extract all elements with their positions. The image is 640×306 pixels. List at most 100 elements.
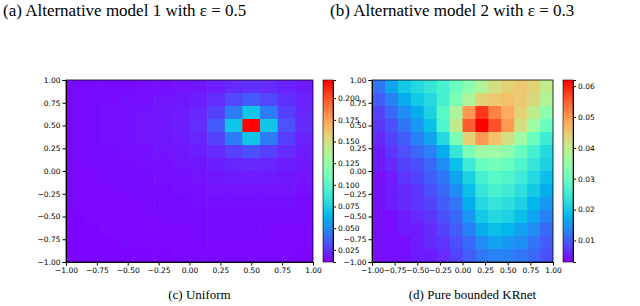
heatmap-cell	[437, 184, 451, 198]
heatmap-cell	[527, 106, 541, 120]
tick: −0.25	[148, 262, 171, 275]
tick-label: −0.75	[384, 266, 407, 275]
heatmap-cell	[540, 106, 553, 120]
tick-label: −0.25	[344, 190, 367, 199]
x-axis: −1.00−0.75−0.50−0.250.000.250.500.751.00	[361, 262, 562, 275]
heatmap-cell	[101, 210, 119, 224]
heatmap-cell	[475, 184, 489, 198]
heatmap-cell	[450, 145, 464, 159]
heatmap-cell	[66, 132, 84, 146]
heatmap-cell	[207, 223, 225, 237]
heatmap-cell	[225, 171, 243, 185]
heatmap-cell	[278, 132, 296, 146]
tick: 0.02	[573, 205, 595, 214]
tick: −0.50	[344, 212, 372, 221]
heatmap-cell	[398, 145, 412, 159]
tick-mark	[573, 86, 576, 87]
tick-mark	[369, 194, 373, 195]
heatmap-cell	[372, 223, 386, 237]
heatmap-cell	[514, 80, 528, 94]
tick: 0.075	[333, 202, 360, 211]
heatmap-cell	[172, 106, 190, 120]
heatmap-cell	[527, 93, 541, 107]
heatmap-cell	[385, 210, 399, 224]
heatmap-cell	[295, 236, 313, 250]
heatmap-cell	[260, 210, 278, 224]
heatmap-cell	[137, 119, 155, 133]
heatmap-cell	[260, 119, 278, 133]
heatmap-cell	[225, 145, 243, 159]
heatmap-cell	[101, 249, 119, 262]
heatmap-cell	[514, 93, 528, 107]
heatmap-cell	[101, 158, 119, 172]
heatmap-cell	[207, 236, 225, 250]
heatmap-cell	[527, 158, 541, 172]
heatmap-cell	[154, 210, 172, 224]
heatmap-cell	[137, 158, 155, 172]
heatmap-cell	[488, 145, 502, 159]
tick-mark	[63, 148, 67, 149]
heatmap-cell	[66, 236, 84, 250]
panel-caption: (b) Alternative model 2 with ε = 0.3	[330, 1, 574, 20]
heatmap-cell	[119, 145, 137, 159]
heatmap-cell	[137, 210, 155, 224]
heatmap-cell	[101, 223, 119, 237]
tick-mark	[369, 148, 373, 149]
heatmap-cell	[225, 132, 243, 146]
tick: 0.04	[573, 144, 595, 153]
panel-title: (c) Uniform	[168, 287, 230, 302]
heatmap-cell	[514, 223, 528, 237]
heatmap-cell	[475, 132, 489, 146]
heatmap-cell	[242, 119, 260, 133]
heatmap-cell	[119, 210, 137, 224]
heatmap-cell	[424, 106, 438, 120]
heatmap-cell	[424, 249, 438, 262]
heatmap-cell	[501, 80, 515, 94]
tick: −0.75	[86, 262, 109, 275]
heatmap-cell	[154, 93, 172, 107]
tick-mark	[63, 262, 67, 263]
heatmap-cell	[84, 236, 102, 250]
heatmap-cell	[154, 223, 172, 237]
heatmap-cell	[189, 93, 207, 107]
heatmap-cell	[450, 223, 464, 237]
tick-mark	[573, 148, 576, 149]
heatmap-cell	[260, 93, 278, 107]
heatmap-cell	[385, 236, 399, 250]
heatmap-cell	[488, 119, 502, 133]
tick: 1.00	[44, 76, 66, 85]
heatmap-cell	[424, 158, 438, 172]
heatmap-cell	[137, 145, 155, 159]
heatmap-cell	[398, 119, 412, 133]
tick-mark	[63, 171, 67, 172]
heatmap-cell	[450, 80, 464, 94]
heatmap-cell	[154, 106, 172, 120]
tick: 0.75	[350, 99, 372, 108]
heatmap-cell	[260, 106, 278, 120]
heatmap-cell	[488, 93, 502, 107]
heatmap-cell	[475, 93, 489, 107]
heatmap-cell	[437, 210, 451, 224]
heatmap-cell	[154, 249, 172, 262]
heatmap-cell	[411, 80, 425, 94]
heatmap-cell	[119, 236, 137, 250]
heatmap-cell	[84, 132, 102, 146]
heatmap-cell	[372, 197, 386, 211]
tick: 0.50	[243, 262, 260, 275]
tick: 0.06	[573, 82, 595, 91]
heatmap-cell	[514, 119, 528, 133]
heatmap-cell	[207, 184, 225, 198]
heatmap-cell	[488, 171, 502, 185]
heatmap-cell	[372, 132, 386, 146]
heatmap-cell	[295, 145, 313, 159]
heatmap-cell	[295, 197, 313, 211]
heatmap-cell	[119, 249, 137, 262]
colorbar	[323, 80, 333, 262]
heatmap-cell	[475, 171, 489, 185]
tick: 0.50	[500, 262, 517, 275]
heatmap-cell	[501, 249, 515, 262]
tick: −1.00	[344, 258, 372, 267]
heatmap-cell	[424, 80, 438, 94]
heatmap-cell	[411, 236, 425, 250]
tick-label: 0.050	[338, 224, 360, 233]
